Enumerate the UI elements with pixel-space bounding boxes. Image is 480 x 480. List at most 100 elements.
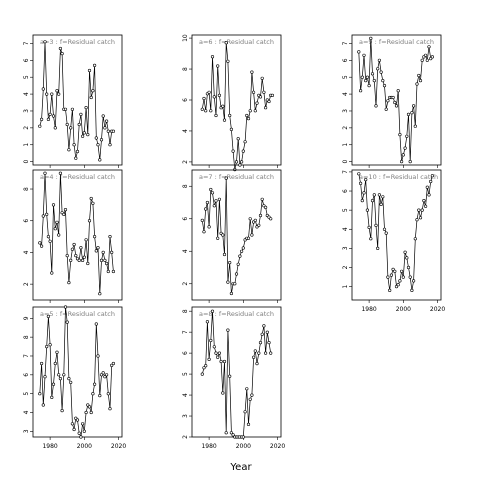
data-point — [46, 117, 51, 121]
plot-frame — [191, 169, 282, 301]
data-point — [362, 53, 366, 57]
data-point — [379, 70, 383, 74]
y-tick-label: 8 — [182, 309, 189, 313]
plot-frame — [32, 306, 123, 438]
data-point — [87, 68, 92, 73]
data-point — [80, 422, 85, 426]
data-point — [359, 181, 363, 185]
data-point — [39, 361, 44, 366]
panel-title: a=5 : f=Residual catch — [40, 310, 115, 318]
y-tick-label: 4 — [182, 129, 189, 133]
y-tick-label: 6 — [182, 217, 189, 221]
data-point — [410, 111, 414, 115]
y-tick-label: 8 — [182, 184, 189, 188]
data-point — [111, 361, 115, 366]
data-point — [260, 76, 264, 80]
y-tick-label: 9 — [23, 316, 30, 320]
data-point — [408, 275, 412, 279]
data-point — [246, 422, 251, 427]
y-tick-label: 6 — [182, 98, 189, 102]
data-point — [234, 160, 239, 164]
series-line — [39, 41, 114, 160]
chart-panel: a=3 : f=Residual catch 0 1 2 3 4 5 6 7 — [23, 34, 123, 168]
data-point — [67, 148, 71, 152]
data-point — [228, 374, 232, 378]
y-tick-label: 2 — [182, 160, 189, 164]
data-point — [50, 395, 54, 400]
data-point — [260, 332, 264, 336]
data-point — [389, 273, 394, 277]
data-point — [216, 236, 220, 240]
data-point — [72, 427, 76, 432]
chart-panel: a=7 : f=Residual catch 2 4 6 8 — [182, 169, 282, 303]
y-tick-label: 4 — [182, 249, 189, 253]
data-point — [360, 199, 364, 203]
y-tick-label: 3 — [342, 109, 349, 113]
y-tick-label: 3 — [23, 429, 30, 433]
y-tick-label: 4 — [23, 92, 30, 96]
data-point — [210, 191, 215, 195]
data-point — [257, 351, 261, 355]
data-point — [248, 109, 252, 113]
data-point — [96, 143, 100, 147]
data-point — [209, 187, 213, 192]
y-tick-label: 5 — [182, 372, 189, 376]
data-point — [106, 269, 110, 274]
y-tick-label: 8 — [23, 335, 30, 339]
data-point — [55, 220, 59, 224]
data-point — [243, 410, 247, 414]
data-point — [372, 78, 376, 83]
data-point — [62, 212, 66, 216]
y-tick-label: 4 — [23, 410, 30, 414]
y-tick-label: 5 — [342, 208, 349, 212]
data-point — [79, 435, 83, 439]
data-point — [257, 223, 261, 227]
data-point — [229, 291, 233, 296]
data-point — [224, 176, 228, 180]
data-point — [111, 269, 115, 274]
data-point — [50, 92, 54, 96]
data-point — [362, 191, 366, 195]
x-tick-label: 1980 — [42, 443, 57, 450]
data-point — [379, 202, 383, 206]
data-point — [236, 137, 240, 141]
data-point — [77, 122, 81, 127]
data-point — [84, 410, 88, 415]
data-point — [91, 89, 95, 93]
data-point — [406, 112, 411, 116]
data-point — [429, 179, 433, 184]
data-point — [382, 83, 387, 88]
data-point — [216, 64, 220, 68]
data-point — [374, 104, 378, 108]
x-tick-label: 2020 — [270, 443, 285, 450]
data-point — [58, 377, 63, 381]
data-point — [228, 113, 232, 118]
data-point — [51, 382, 56, 386]
data-point — [84, 238, 88, 242]
data-point — [72, 242, 76, 247]
data-point — [420, 208, 424, 212]
y-tick-label: 7 — [23, 41, 30, 45]
data-point — [207, 90, 211, 94]
data-point — [221, 104, 225, 108]
data-point — [253, 349, 257, 353]
data-point — [207, 357, 211, 362]
data-point — [364, 178, 368, 182]
data-point — [241, 435, 245, 439]
data-point — [79, 246, 83, 250]
data-point — [41, 87, 45, 91]
data-point — [43, 40, 47, 44]
data-point — [92, 235, 97, 239]
data-point — [234, 272, 239, 276]
data-point — [80, 258, 85, 263]
panel-title: a=3 : f=Residual catch — [40, 38, 115, 46]
data-point — [394, 104, 399, 108]
data-point — [104, 119, 109, 123]
data-point — [250, 393, 254, 397]
data-point — [240, 160, 244, 164]
y-tick-label: 2 — [342, 126, 349, 130]
data-point — [91, 392, 95, 396]
data-point — [396, 89, 400, 93]
data-point — [384, 231, 388, 235]
data-point — [365, 75, 370, 79]
